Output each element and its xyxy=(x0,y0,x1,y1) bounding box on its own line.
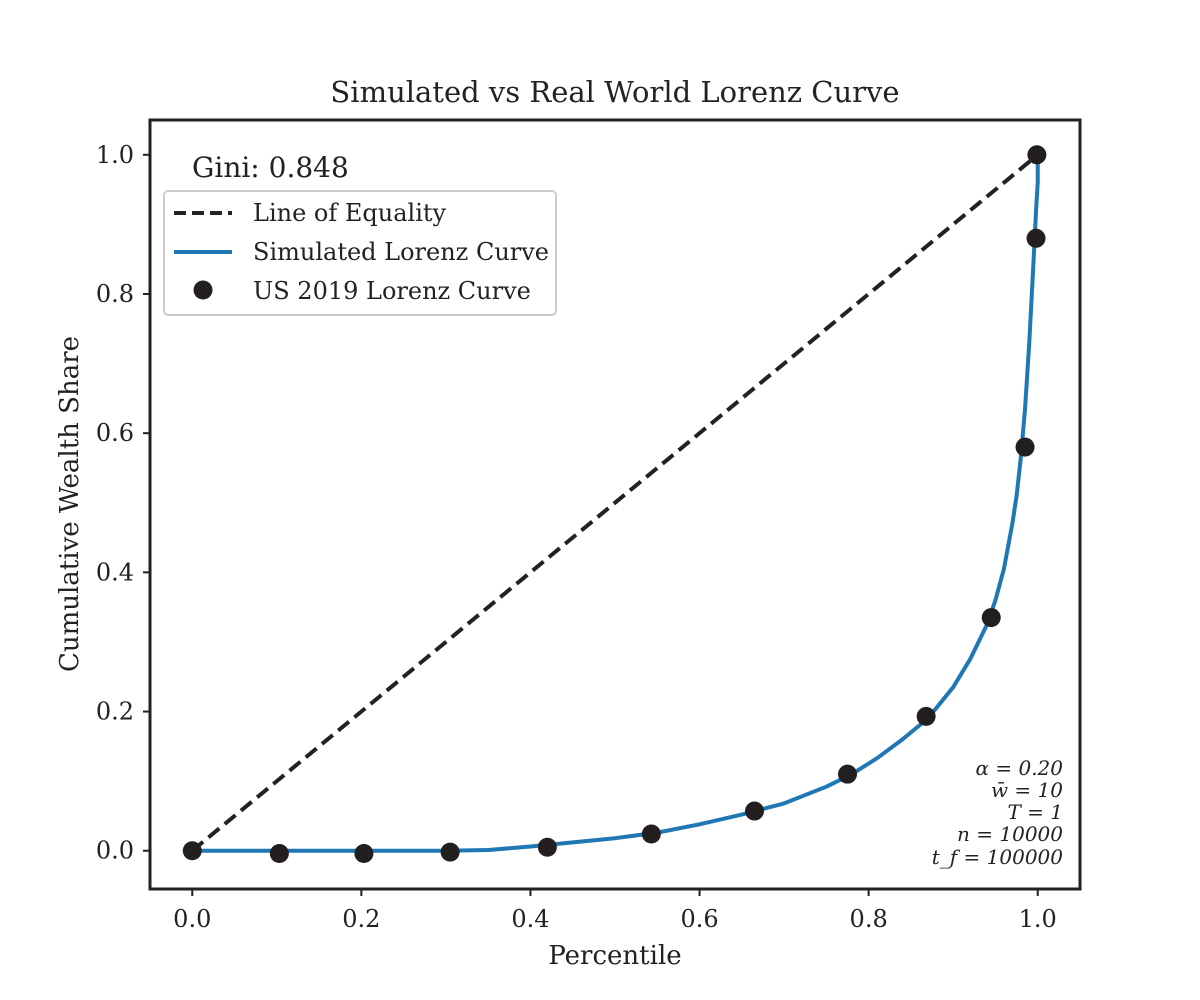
x-tick-label: 1.0 xyxy=(1019,905,1057,933)
us2019-data-point xyxy=(354,844,374,864)
param-n: n = 10000 xyxy=(957,822,1063,846)
x-tick-label: 0.4 xyxy=(511,905,549,933)
us2019-data-point xyxy=(537,837,557,857)
legend-us2019-label: US 2019 Lorenz Curve xyxy=(253,277,531,305)
line-of-equality xyxy=(190,153,1040,853)
parameter-annotations: α = 0.20 w̄ = 10 T = 1 n = 10000 t_f = 1… xyxy=(932,756,1064,869)
us2019-data-point xyxy=(1015,437,1035,457)
x-tick-label: 0.0 xyxy=(173,905,211,933)
us2019-data-point xyxy=(440,842,460,862)
simulated-lorenz-curve xyxy=(192,154,1040,853)
us2019-data-point xyxy=(981,608,1001,628)
us2019-data-point xyxy=(1026,228,1046,248)
param-T: T = 1 xyxy=(1007,800,1063,824)
axes-frame xyxy=(148,118,1082,891)
y-axis-ticks: 0.0 0.2 0.4 0.6 0.8 1.0 xyxy=(96,141,150,865)
legend-box xyxy=(163,190,557,316)
us2019-data-point xyxy=(1027,145,1047,165)
gini-label: Gini: 0.848 xyxy=(192,151,349,184)
us2019-data-point xyxy=(182,841,202,861)
y-tick-label: 0.2 xyxy=(96,698,134,726)
param-tf: t_f = 100000 xyxy=(932,845,1064,869)
us2019-data-point xyxy=(745,801,764,821)
x-axis-ticks: 0.0 0.2 0.4 0.6 0.8 1.0 xyxy=(173,889,1057,933)
us2019-data-point xyxy=(916,706,936,726)
legend-simulated-label: Simulated Lorenz Curve xyxy=(253,238,549,266)
us2019-data-point xyxy=(838,764,857,784)
legend: Line of Equality Simulated Lorenz Curve … xyxy=(163,190,557,316)
y-tick-label: 0.4 xyxy=(96,558,134,586)
x-tick-label: 0.8 xyxy=(850,905,888,933)
x-tick-label: 0.6 xyxy=(680,905,718,933)
y-axis-label: Cumulative Wealth Share xyxy=(55,336,85,672)
us2019-data-point xyxy=(269,844,289,864)
legend-us2019-swatch xyxy=(193,280,213,300)
y-tick-label: 1.0 xyxy=(96,141,134,169)
param-wbar: w̄ = 10 xyxy=(991,778,1063,802)
legend-equality-label: Line of Equality xyxy=(253,199,447,227)
x-tick-label: 0.2 xyxy=(342,905,380,933)
x-axis-label: Percentile xyxy=(548,941,681,971)
y-tick-label: 0.6 xyxy=(96,419,134,447)
plot-area xyxy=(182,145,1047,864)
us2019-data-point xyxy=(641,824,661,844)
y-tick-label: 0.8 xyxy=(96,280,134,308)
param-alpha: α = 0.20 xyxy=(975,756,1063,780)
chart-title: Simulated vs Real World Lorenz Curve xyxy=(330,75,899,109)
y-tick-label: 0.0 xyxy=(96,837,134,865)
